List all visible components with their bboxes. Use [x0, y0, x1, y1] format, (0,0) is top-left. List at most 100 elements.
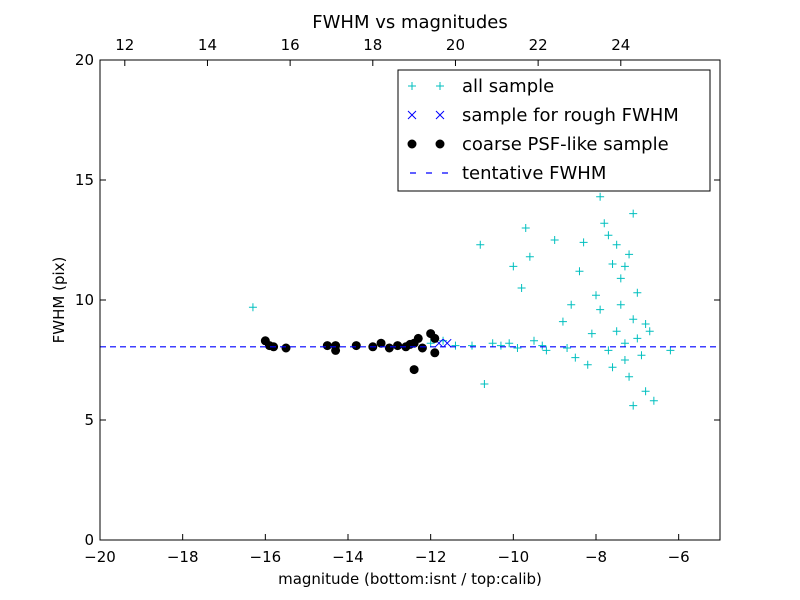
data-point-plus — [620, 262, 629, 271]
data-point-plus — [496, 341, 505, 350]
data-point-circle — [409, 365, 419, 375]
legend-marker-x — [435, 110, 445, 120]
legend-marker-x — [407, 110, 417, 120]
top-x-tick-label: 24 — [611, 36, 630, 54]
top-x-tick-label: 18 — [363, 36, 382, 54]
data-point-plus — [645, 327, 654, 336]
data-point-plus — [596, 192, 605, 201]
x-tick-label: −16 — [250, 548, 282, 566]
data-point-plus — [579, 238, 588, 247]
y-tick-label: 10 — [75, 291, 94, 309]
data-point-plus — [538, 341, 547, 350]
data-point-plus — [488, 339, 497, 348]
data-point-plus — [480, 380, 489, 388]
top-x-tick-label: 14 — [198, 36, 217, 54]
data-point-plus — [513, 344, 522, 352]
data-point-plus — [629, 209, 638, 218]
y-tick-label: 0 — [84, 531, 94, 549]
data-point-plus — [563, 344, 572, 352]
data-point-plus — [604, 346, 613, 355]
legend-label: tentative FWHM — [462, 163, 606, 184]
legend: all sample sample for rough FWHM coarse PS… — [397, 69, 711, 192]
x-tick-label: −18 — [167, 548, 199, 566]
data-point-plus — [567, 300, 576, 309]
data-point-circle — [322, 341, 332, 351]
top-x-tick-label: 22 — [529, 36, 548, 54]
data-point-plus — [587, 329, 596, 338]
data-point-circle — [417, 343, 427, 353]
data-point-plus — [509, 262, 518, 271]
axes: −20 −18 −16 −14 −12 −10 −8 −6 0 5 10 15 20 12 14 16 18 20… — [75, 36, 721, 566]
data-point-plus — [592, 291, 600, 300]
data-point-plus — [620, 339, 629, 348]
data-point-circle — [384, 343, 394, 353]
x-tick-label: −8 — [585, 548, 607, 566]
data-point-circle — [351, 341, 361, 351]
legend-label: coarse PSF-like sample — [462, 134, 669, 155]
legend-marker-plus — [436, 82, 444, 90]
y-tick-label: 5 — [84, 411, 94, 429]
data-point-circle — [376, 338, 386, 348]
data-point-plus — [468, 341, 476, 350]
legend-marker-circle — [435, 139, 445, 149]
x-tick-label: −20 — [84, 548, 116, 566]
y-axis-label: FWHM (pix) — [50, 257, 68, 344]
plot-area — [100, 161, 720, 410]
data-point-plus — [641, 387, 650, 396]
legend-label: all sample — [462, 76, 554, 97]
y-tick-label: 20 — [75, 51, 94, 69]
data-point-plus — [575, 267, 584, 276]
y-tick-label: 15 — [75, 171, 94, 189]
data-point-plus — [426, 339, 435, 348]
data-point-plus — [583, 360, 592, 369]
x-tick-label: −12 — [415, 548, 447, 566]
data-point-plus — [608, 363, 617, 372]
top-x-tick-label: 16 — [281, 36, 300, 54]
data-point-plus — [439, 336, 448, 345]
chart-title: FWHM vs magnitudes — [312, 12, 507, 33]
data-point-plus — [600, 219, 609, 228]
x-tick-label: −6 — [668, 548, 690, 566]
data-point-plus — [525, 252, 534, 261]
data-point-plus — [530, 336, 538, 345]
data-point-plus — [649, 396, 658, 405]
data-point-plus — [542, 346, 551, 355]
data-point-circle — [430, 348, 440, 358]
data-point-plus — [517, 284, 526, 292]
legend-marker-circle — [407, 139, 417, 149]
data-point-plus — [248, 303, 257, 312]
data-point-plus — [571, 353, 580, 362]
data-point-plus — [637, 351, 646, 360]
data-point-plus — [633, 288, 642, 297]
data-point-plus — [629, 401, 638, 410]
legend-marker-plus — [408, 82, 416, 90]
data-point-plus — [505, 339, 514, 348]
legend-box — [397, 69, 711, 192]
data-point-plus — [521, 224, 530, 232]
data-point-plus — [641, 320, 650, 328]
data-point-plus — [616, 274, 625, 283]
data-point-plus — [612, 240, 621, 249]
data-point-plus — [666, 346, 675, 355]
data-point-plus — [633, 334, 642, 343]
data-point-plus — [476, 240, 485, 249]
data-point-plus — [604, 231, 613, 240]
data-point-circle — [430, 333, 440, 343]
data-point-plus — [620, 356, 629, 364]
data-point-plus — [625, 372, 634, 381]
data-point-x — [442, 338, 452, 348]
x-tick-label: −10 — [498, 548, 530, 566]
data-point-plus — [550, 236, 559, 244]
data-point-plus — [629, 315, 638, 324]
top-x-tick-label: 12 — [115, 36, 134, 54]
legend-label: sample for rough FWHM — [462, 105, 679, 126]
data-point-plus — [451, 341, 460, 350]
data-point-plus — [596, 305, 605, 314]
top-x-tick-label: 20 — [446, 36, 465, 54]
data-point-plus — [625, 250, 634, 259]
data-point-plus — [612, 327, 621, 336]
data-point-circle — [413, 333, 423, 343]
data-point-plus — [608, 260, 617, 268]
data-point-circle — [281, 343, 291, 353]
